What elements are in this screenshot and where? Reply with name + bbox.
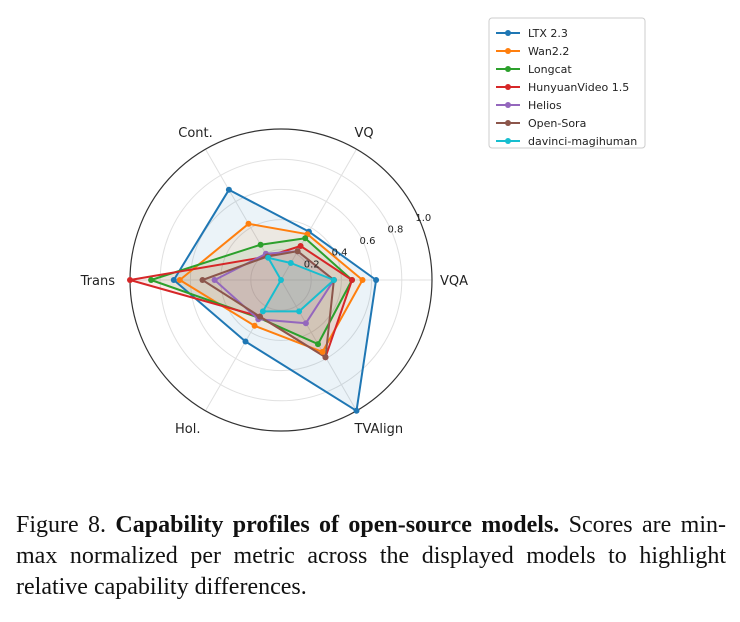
- axis-label: VQA: [440, 274, 468, 289]
- legend-entry-label: Longcat: [528, 63, 572, 76]
- radial-tick-label: 0.6: [360, 236, 376, 247]
- series-point-0-2: [225, 186, 232, 193]
- series-point-5-1: [294, 248, 301, 255]
- series-point-5-3: [199, 277, 206, 283]
- series-point-5-5: [322, 354, 329, 361]
- legend-swatch-marker: [505, 66, 511, 72]
- series-point-5-4: [256, 313, 263, 320]
- series-point-2-3: [148, 277, 155, 283]
- axis-label: Hol.: [175, 422, 200, 437]
- series-fill-3: [130, 246, 352, 358]
- series-point-6-3: [278, 277, 284, 283]
- series-point-6-5: [296, 308, 303, 315]
- legend-swatch-marker: [505, 120, 511, 126]
- series-point-6-0: [330, 277, 337, 283]
- radial-tick-labels: 0.2 0.4 0.6 0.8 1.0: [304, 213, 432, 270]
- legend-swatch-marker: [505, 48, 511, 54]
- legend-entry-label: davinci-magihuman: [528, 135, 637, 148]
- series-point-1-0: [359, 277, 366, 283]
- axis-label: VQ: [355, 126, 374, 141]
- axis-label: Cont.: [178, 126, 213, 141]
- legend-swatch-marker: [505, 84, 511, 90]
- series-points: [127, 186, 380, 414]
- series-point-2-5: [315, 341, 321, 348]
- legend-swatch-marker: [505, 30, 511, 36]
- legend-entry-label: Helios: [528, 99, 562, 112]
- series-point-6-4: [259, 308, 266, 315]
- legend-swatch-marker: [505, 138, 511, 144]
- series-point-0-0: [373, 277, 380, 283]
- legend-entry-label: HunyuanVideo 1.5: [528, 81, 629, 94]
- series-point-4-3: [211, 277, 218, 283]
- series-point-3-1: [297, 243, 304, 249]
- series-point-2-1: [302, 235, 309, 242]
- series-point-6-2: [265, 254, 272, 261]
- series-point-0-5: [353, 407, 360, 414]
- series-fills: [130, 189, 377, 411]
- axis-label: Trans: [80, 274, 116, 289]
- series-point-3-0: [349, 277, 355, 283]
- series-point-6-1: [287, 260, 294, 266]
- caption-prefix: Figure 8.: [16, 512, 116, 538]
- series-fill-6: [262, 257, 334, 312]
- figure-caption: Figure 8. Capability profiles of open-so…: [16, 510, 726, 603]
- series-point-1-3: [176, 277, 183, 283]
- series-point-0-3: [170, 277, 177, 283]
- legend-entry-label: Open-Sora: [528, 117, 586, 130]
- series-point-0-4: [242, 338, 249, 345]
- legend-swatch-marker: [505, 102, 511, 108]
- radial-tick-label: 0.2: [304, 259, 320, 270]
- legend-frame: [488, 17, 646, 149]
- radial-tick-label: 0.8: [387, 225, 403, 236]
- series-point-1-2: [245, 220, 252, 227]
- legend-entry-label: LTX 2.3: [528, 27, 568, 40]
- caption-bold: Capability profiles of open-source model…: [115, 512, 560, 538]
- radial-tick-label: 1.0: [415, 213, 431, 224]
- grid-spoke: [280, 148, 357, 281]
- series-point-1-5: [319, 348, 326, 355]
- radial-tick-label: 0.4: [332, 248, 348, 259]
- axis-label: TVAlign: [354, 422, 404, 437]
- radar-grid: [129, 128, 433, 432]
- caption-rest: Scores are min-max normalized per metric…: [16, 512, 726, 600]
- series-point-4-5: [302, 320, 309, 327]
- axis-labels: VQA VQ Cont. Trans Hol. TVAlign: [80, 126, 468, 437]
- series-point-1-4: [251, 322, 258, 329]
- radar-chart: 0.2 0.4 0.6 0.8 1.0 VQA VQ Cont. Trans Hol. TVAli…: [80, 17, 646, 437]
- series-point-3-3: [127, 277, 133, 283]
- series-point-2-2: [257, 241, 264, 248]
- legend-entry-label: Wan2.2: [528, 45, 569, 58]
- legend: LTX 2.3 Wan2.2 Longcat HunyuanVideo 1.5 Heli…: [488, 17, 646, 149]
